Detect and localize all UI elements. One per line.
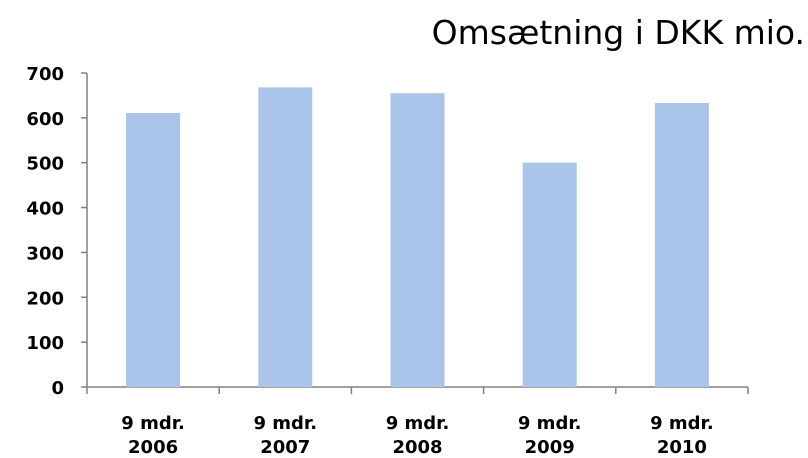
x-tick-label-line: 2010 xyxy=(657,437,707,458)
y-tick-label: 500 xyxy=(26,154,64,175)
x-tick-label-line: 9 mdr. xyxy=(518,413,582,434)
x-tick-label-line: 9 mdr. xyxy=(254,413,318,434)
y-tick-label: 200 xyxy=(26,288,64,309)
x-tick-label-line: 2006 xyxy=(128,437,178,458)
x-tick-label-line: 9 mdr. xyxy=(650,413,714,434)
bar xyxy=(522,162,577,387)
y-tick-label: 300 xyxy=(26,243,64,264)
y-tick-label: 0 xyxy=(51,378,64,399)
bar xyxy=(390,93,445,387)
x-tick-label-line: 9 mdr. xyxy=(121,413,185,434)
bar xyxy=(258,87,313,388)
bar xyxy=(126,112,181,388)
x-tick-label-line: 2007 xyxy=(260,437,310,458)
chart-title: Omsætning i DKK mio. xyxy=(432,13,805,52)
x-tick-label-line: 2009 xyxy=(525,437,575,458)
y-tick-label: 400 xyxy=(26,199,64,220)
x-tick-label-line: 2008 xyxy=(392,437,442,458)
bar-series xyxy=(126,87,709,388)
y-tick-label: 700 xyxy=(26,64,64,85)
x-tick-label: 9 mdr. 2007 xyxy=(254,413,318,458)
x-tick-label: 9 mdr. 2010 xyxy=(650,413,714,458)
y-axis-ticks: 0 100 200 300 400 500 600 700 xyxy=(26,64,64,399)
x-tick-label: 9 mdr. 2008 xyxy=(386,413,450,458)
x-tick-label-line: 9 mdr. xyxy=(386,413,450,434)
x-axis-ticks: 9 mdr. 2006 9 mdr. 2007 9 mdr. 2008 9 mdr. 2009… xyxy=(121,413,713,458)
x-tick-label: 9 mdr. 2009 xyxy=(518,413,582,458)
x-tick-label: 9 mdr. 2006 xyxy=(121,413,185,458)
y-tick-label: 100 xyxy=(26,333,64,354)
y-tick-label: 600 xyxy=(26,109,64,130)
bar xyxy=(654,103,709,387)
